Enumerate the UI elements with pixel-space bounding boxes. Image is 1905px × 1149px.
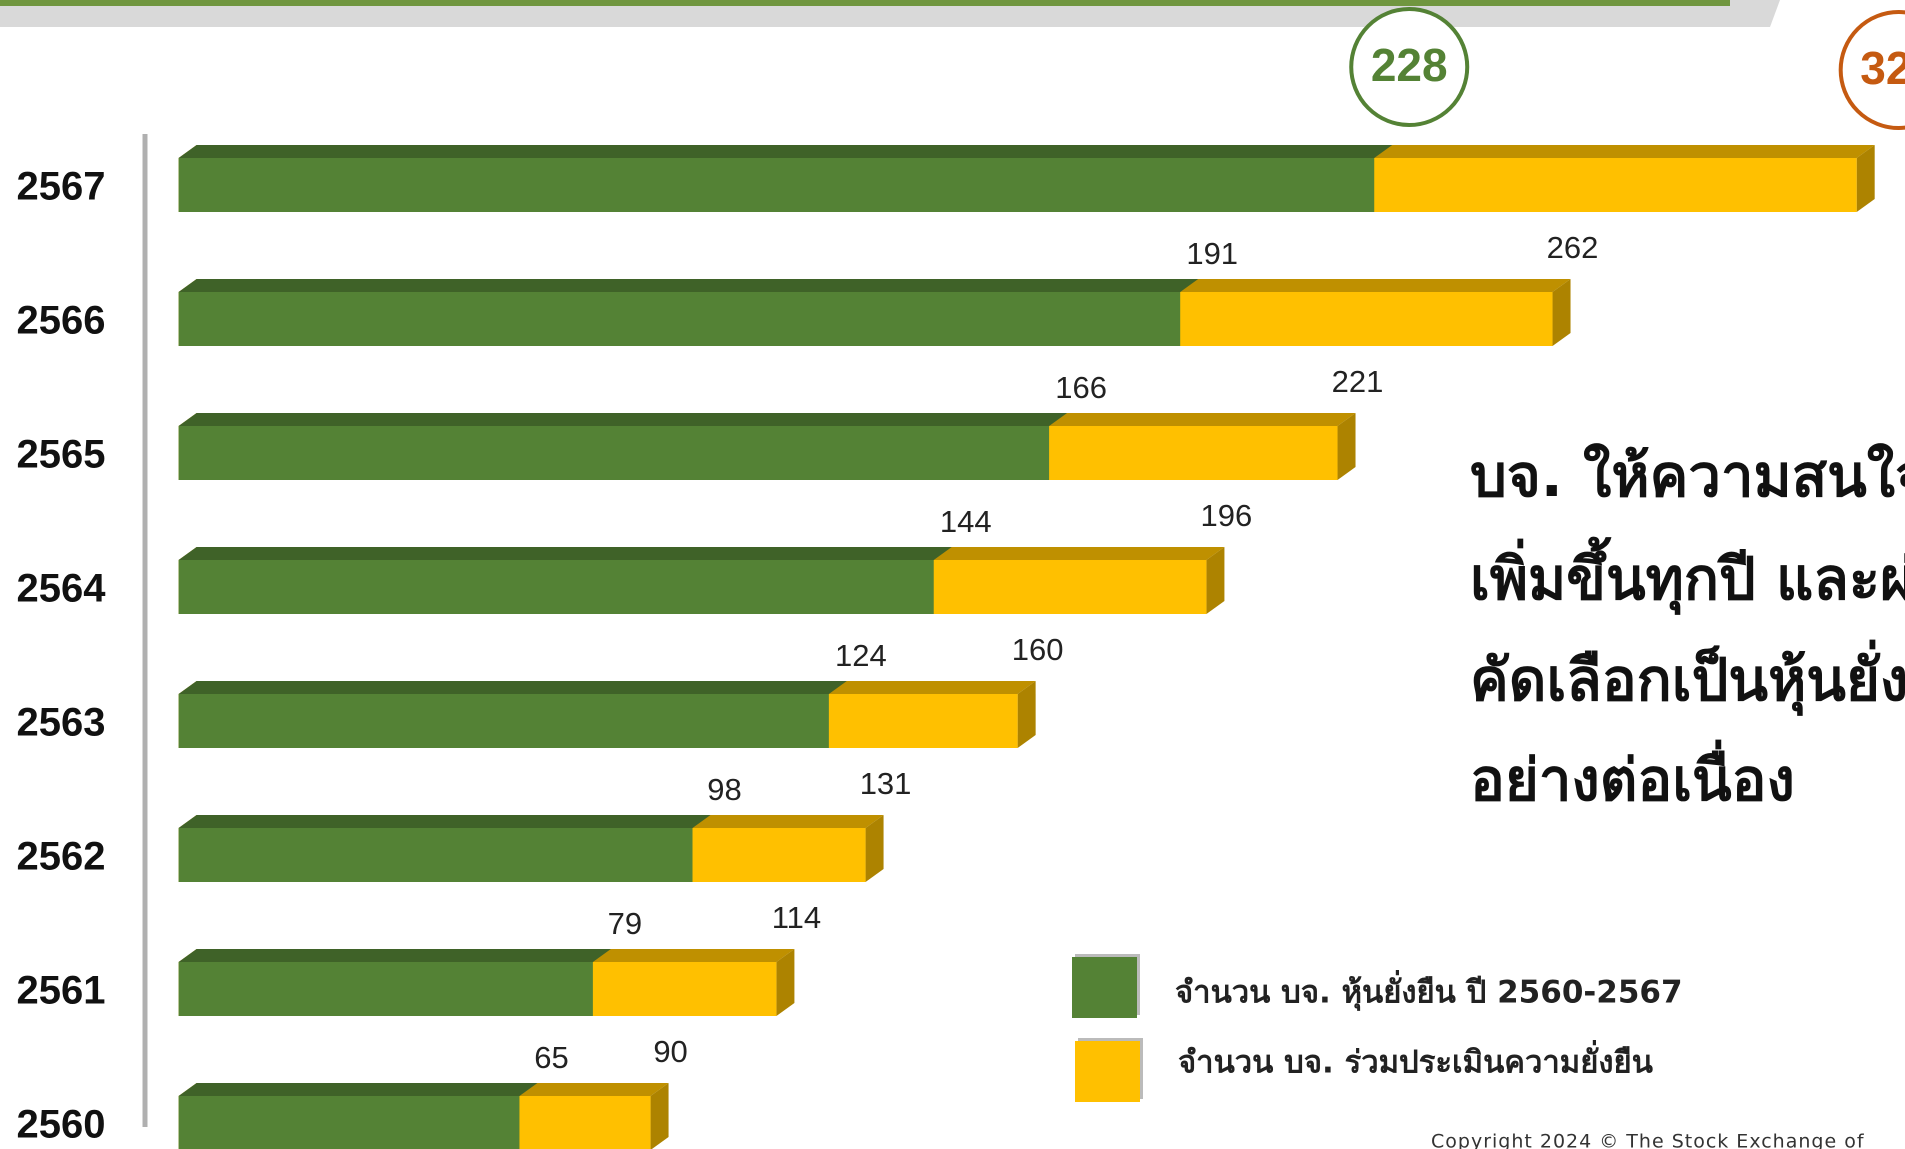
legend-label: จำนวน บจ. ร่วมประเมินความยั่งยืน bbox=[1178, 1040, 1653, 1081]
data-label: 98 bbox=[707, 772, 741, 807]
y-tick-label: 2567 bbox=[17, 165, 106, 209]
bar-front bbox=[178, 426, 1050, 480]
data-label: 262 bbox=[1547, 230, 1599, 265]
y-tick-label: 2561 bbox=[17, 969, 106, 1013]
legend-swatch bbox=[1072, 957, 1137, 1018]
data-label: 144 bbox=[940, 504, 992, 539]
annotation: อย่างต่อเนื่อง bbox=[1470, 739, 1795, 814]
data-label: 228 bbox=[1371, 39, 1448, 91]
header-band bbox=[0, 0, 1780, 27]
y-tick-label: 2565 bbox=[17, 433, 106, 477]
y-tick-label: 2563 bbox=[17, 701, 106, 745]
bar bbox=[178, 145, 1393, 212]
data-label: 124 bbox=[835, 638, 887, 673]
bar-side bbox=[1337, 413, 1356, 480]
bar-side bbox=[865, 815, 884, 882]
y-tick-label: 2564 bbox=[17, 567, 107, 611]
legend-label: จำนวน บจ. หุ้นยั่งยืน ปี 2560-2567 bbox=[1175, 970, 1683, 1012]
data-label: 320 bbox=[1860, 42, 1905, 94]
data-label: 114 bbox=[772, 900, 821, 935]
bar-top bbox=[178, 815, 711, 828]
data-label: 160 bbox=[1012, 632, 1064, 667]
bar-side bbox=[776, 949, 795, 1016]
bar bbox=[178, 815, 711, 882]
data-label: 65 bbox=[534, 1040, 568, 1075]
y-tick-label: 2566 bbox=[17, 299, 106, 343]
bar bbox=[178, 949, 611, 1016]
bar-front bbox=[178, 560, 934, 614]
bar-front bbox=[178, 158, 1375, 212]
data-label: 90 bbox=[653, 1034, 687, 1069]
bar-side bbox=[1017, 681, 1036, 748]
bar-side bbox=[1206, 547, 1225, 614]
bar-front bbox=[178, 292, 1181, 346]
annotation: คัดเลือกเป็นหุ้นยั่งยืน bbox=[1470, 639, 1905, 717]
bar-top bbox=[178, 413, 1068, 426]
bar bbox=[178, 547, 952, 614]
bar bbox=[178, 1083, 538, 1149]
bar-side bbox=[1552, 279, 1571, 346]
bar-front bbox=[178, 694, 829, 748]
bar-side bbox=[650, 1083, 669, 1149]
bar bbox=[178, 681, 847, 748]
bar-front bbox=[178, 962, 593, 1016]
bar bbox=[178, 279, 1199, 346]
highlight-circle bbox=[1349, 7, 1470, 127]
highlight-circle bbox=[1838, 10, 1905, 130]
bar-side bbox=[1856, 145, 1875, 212]
bar bbox=[178, 413, 1068, 480]
data-label: 131 bbox=[860, 766, 912, 801]
data-label: 79 bbox=[608, 906, 642, 941]
data-label: 196 bbox=[1201, 498, 1253, 533]
bar-top bbox=[178, 1083, 538, 1096]
header-line bbox=[0, 0, 1730, 6]
legend-swatch bbox=[1075, 1041, 1140, 1102]
bar-front bbox=[178, 1096, 520, 1149]
annotation: เพิ่มขึ้นทุกปี และผ่าน bbox=[1470, 537, 1905, 616]
data-label: 166 bbox=[1055, 370, 1107, 405]
annotation: บจ. ให้ความสนใจเข้า bbox=[1470, 442, 1905, 510]
data-label: 191 bbox=[1186, 236, 1238, 271]
bar-front bbox=[178, 828, 693, 882]
y-tick-label: 2562 bbox=[17, 835, 106, 879]
footer: Copyright 2024 © The Stock Exchange of bbox=[1431, 1131, 1865, 1149]
bar-top bbox=[178, 949, 611, 962]
bar-top bbox=[178, 145, 1393, 158]
bar-top bbox=[178, 547, 952, 560]
data-label: 221 bbox=[1332, 364, 1384, 399]
bar-top bbox=[178, 279, 1199, 292]
y-tick-label: 2560 bbox=[17, 1103, 106, 1147]
bar-top bbox=[178, 681, 847, 694]
